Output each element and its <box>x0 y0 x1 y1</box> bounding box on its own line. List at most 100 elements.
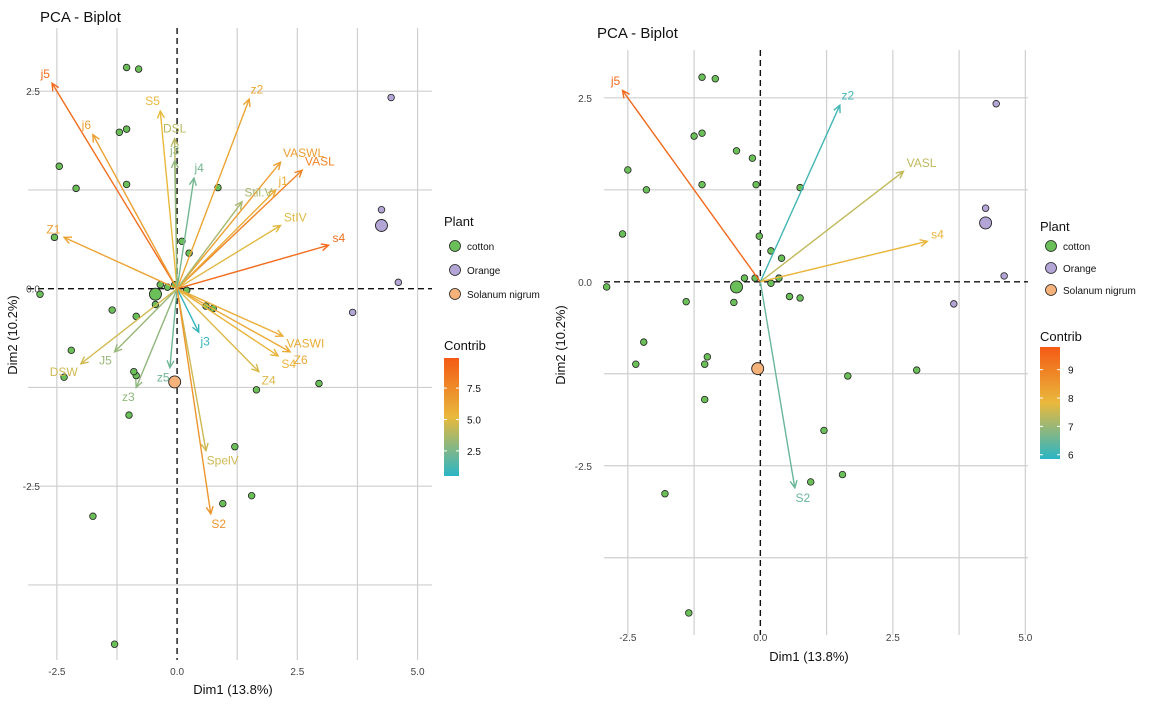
centroid-cotton <box>149 287 162 301</box>
arrow-z2 <box>759 104 841 283</box>
y-tick-labels: 2.5 0.0 -2.5 <box>23 87 41 493</box>
arrow-VASWL <box>176 161 282 290</box>
point-cotton <box>247 491 256 500</box>
point-cotton <box>122 180 131 189</box>
point-cotton <box>108 306 116 314</box>
x-tick-label: 5.0 <box>411 667 425 678</box>
legend-label-cotton: cotton <box>1063 242 1090 253</box>
point-cotton <box>132 312 140 321</box>
point-cotton <box>50 233 59 242</box>
point-cotton <box>252 386 261 394</box>
arrow-S5 <box>159 110 178 289</box>
arrow-head-Stil.V <box>234 200 243 210</box>
arrow-head-Z4 <box>251 363 260 373</box>
arrow-S4 <box>176 288 279 357</box>
arrow-label-s4: s4 <box>332 231 345 245</box>
arrow-j3 <box>176 288 200 333</box>
legend-plant-title: Plant <box>1040 219 1070 234</box>
point-cotton <box>711 74 719 83</box>
point-cotton <box>72 184 80 193</box>
point-cotton <box>777 254 786 262</box>
point-orange <box>387 93 395 102</box>
point-cotton <box>640 338 648 346</box>
x-tick-label: 0.0 <box>753 633 767 644</box>
point-cotton <box>685 609 693 617</box>
arrow-head-j4 <box>188 176 197 186</box>
contrib-tick-label: 2.5 <box>467 447 481 458</box>
arrow-label-s4: s4 <box>931 227 944 241</box>
contrib-colorbar <box>1040 347 1060 459</box>
arrow-label-z2: z2 <box>251 82 264 96</box>
arrow-label-S2: S2 <box>795 491 810 505</box>
centroid-orange <box>979 216 993 230</box>
arrow-SpelV <box>176 288 207 451</box>
point-cotton <box>661 490 669 498</box>
arrow-head-SpelV <box>200 442 209 453</box>
arrow-label-VASWL: VASWL <box>283 146 324 160</box>
arrow-Stil.V <box>176 201 243 290</box>
y-tick-label: 2.5 <box>26 87 40 98</box>
point-cotton <box>844 372 852 380</box>
legend-plant: Plant cotton Orange Solanum nigrum <box>444 214 540 301</box>
contrib-ticks: 2.5 5.0 7.5 <box>444 384 481 458</box>
x-tick-label: 0.0 <box>170 667 184 678</box>
y-tick-label: -2.5 <box>23 482 41 493</box>
arrow-head-j6 <box>92 133 100 143</box>
arrow-label-S4: S4 <box>281 357 296 371</box>
arrow-s4 <box>176 244 329 290</box>
biplot-right: PCA - Biplot -2.5 0.0 2.5 5.0 2.5 0.0 -2.5 j5… <box>553 25 1136 664</box>
arrow-head-z2 <box>833 103 841 114</box>
y-tick-label: 0.0 <box>26 285 40 296</box>
contrib-tick-label: 7 <box>1068 422 1074 433</box>
contrib-ticks: 6 7 8 9 <box>1040 366 1074 462</box>
point-orange <box>377 205 386 214</box>
point-cotton <box>703 353 712 361</box>
legend-label-solanum: Solanum nigrum <box>467 290 540 301</box>
legend-plant-title: Plant <box>444 214 474 229</box>
point-cotton <box>755 232 763 240</box>
arrow-head-VASWI <box>274 329 285 338</box>
point-cotton <box>740 274 749 282</box>
arrow-z3 <box>135 288 178 388</box>
x-tick-labels: -2.5 0.0 2.5 5.0 <box>619 633 1033 644</box>
arrow-head-j3 <box>170 159 179 169</box>
legend-label-orange: Orange <box>1063 264 1097 275</box>
arrow-label-J5: J5 <box>99 354 112 368</box>
arrow-s4 <box>760 240 928 283</box>
point-cotton <box>122 63 131 72</box>
points <box>36 63 403 648</box>
point-cotton <box>698 73 706 81</box>
centroid-solanum-nigrum <box>168 375 182 389</box>
arrow-head-DSL <box>170 136 179 147</box>
arrow-head-j5 <box>51 81 60 92</box>
point-cotton <box>732 147 741 155</box>
grid <box>604 50 1028 635</box>
x-tick-label: 2.5 <box>290 667 304 678</box>
point-cotton <box>701 395 709 404</box>
arrow-label-z5: z5 <box>157 371 170 385</box>
contrib-tick-label: 8 <box>1068 394 1074 405</box>
arrow-label-SpelV: SpelV <box>207 454 239 468</box>
arrow-Z4 <box>176 288 260 373</box>
centroid-solanum-nigrum <box>751 362 765 376</box>
x-axis-label: Dim1 (13.8%) <box>769 649 848 664</box>
point-cotton <box>231 443 239 451</box>
point-cotton <box>315 379 323 388</box>
contrib-tick-label: 6 <box>1068 451 1074 462</box>
legend-swatch-solanum <box>1045 284 1057 296</box>
arrow-label-S5: S5 <box>145 94 160 108</box>
arrow-head-Z1 <box>62 236 73 244</box>
arrow-head-z3 <box>135 379 143 389</box>
arrow-label-StIV: StIV <box>284 210 307 224</box>
y-axis-label: Dim2 (10.2%) <box>553 305 568 384</box>
arrow-label-Z6: Z6 <box>294 353 308 367</box>
arrow-head-j5 <box>621 89 630 99</box>
y-tick-labels: 2.5 0.0 -2.5 <box>575 94 593 473</box>
legend-swatch-solanum <box>449 288 461 300</box>
arrow-Z6 <box>176 288 291 353</box>
point-cotton <box>785 292 794 301</box>
point-cotton <box>602 283 611 291</box>
arrow-label-DSL: DSL <box>163 122 187 136</box>
arrow-head-z2 <box>242 97 251 108</box>
